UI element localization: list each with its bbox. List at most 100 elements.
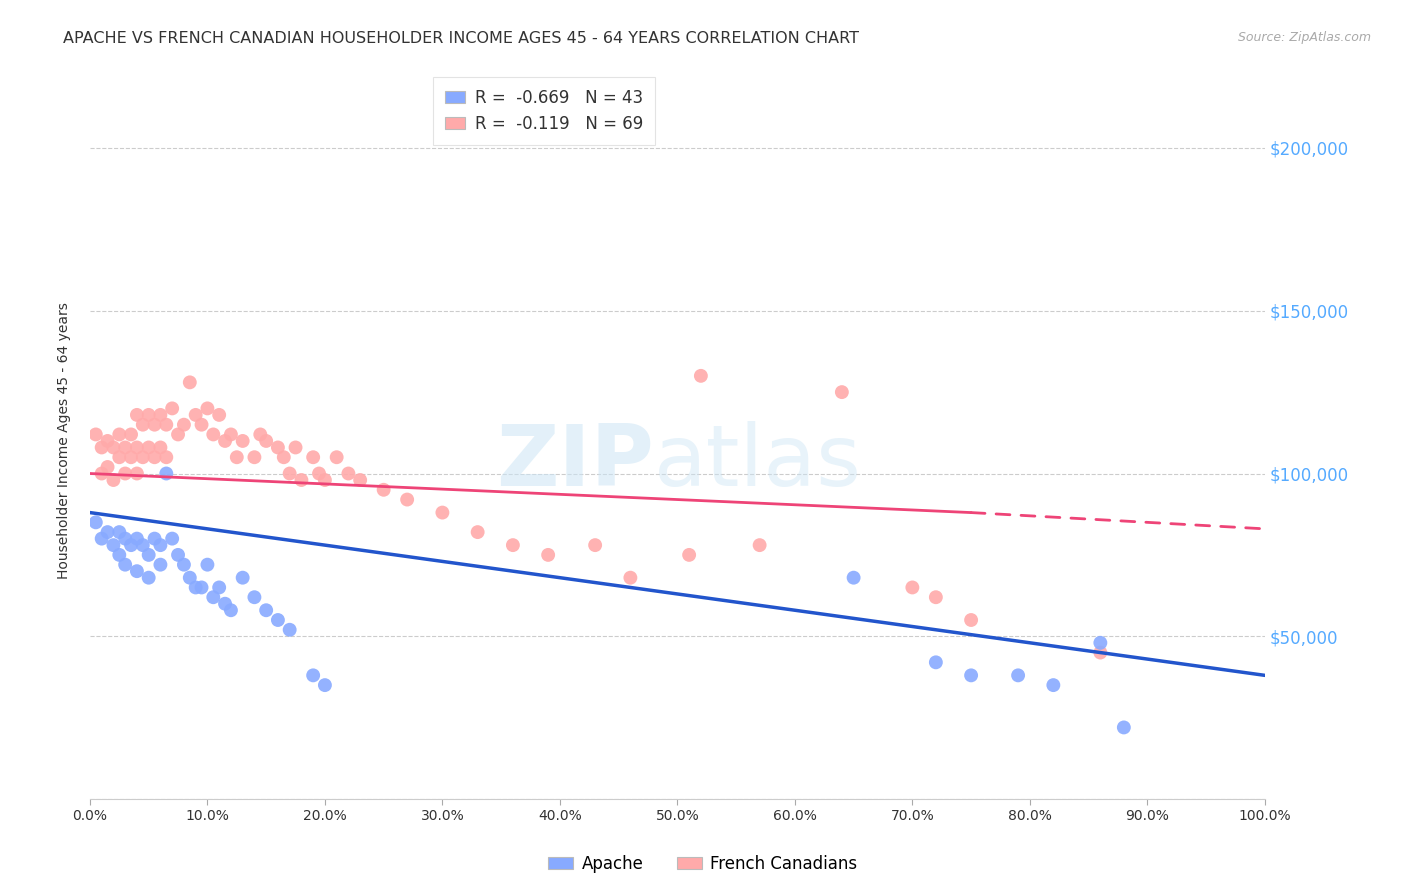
Point: [125, 467, 148, 481]
Point: [254, 434, 277, 448]
Point: [214, 434, 236, 448]
Point: [114, 558, 136, 572]
Point: [90, 441, 112, 455]
Point: [114, 532, 136, 546]
Point: [108, 427, 131, 442]
Point: [314, 678, 336, 692]
Point: [249, 427, 271, 442]
Point: [138, 441, 160, 455]
Point: [373, 483, 395, 497]
Point: [173, 558, 195, 572]
Point: [125, 532, 148, 546]
Point: [583, 538, 606, 552]
Point: [149, 558, 172, 572]
Point: [155, 417, 177, 432]
Point: [396, 492, 419, 507]
Point: [103, 441, 125, 455]
Point: [143, 417, 166, 432]
Point: [120, 427, 142, 442]
Point: [925, 591, 948, 605]
Point: [278, 623, 301, 637]
Point: [96, 525, 118, 540]
Point: [114, 467, 136, 481]
Point: [114, 441, 136, 455]
Point: [90, 467, 112, 481]
Point: [337, 467, 360, 481]
Point: [267, 441, 290, 455]
Point: [1007, 668, 1029, 682]
Point: [831, 385, 853, 400]
Point: [925, 656, 948, 670]
Point: [108, 450, 131, 465]
Point: [1090, 646, 1112, 660]
Point: [120, 538, 142, 552]
Point: [149, 408, 172, 422]
Point: [149, 441, 172, 455]
Point: [1090, 636, 1112, 650]
Point: [160, 401, 183, 416]
Point: [143, 532, 166, 546]
Point: [202, 591, 225, 605]
Point: [308, 467, 330, 481]
Point: [208, 581, 231, 595]
Point: [689, 368, 711, 383]
Point: [232, 571, 254, 585]
Point: [314, 473, 336, 487]
Point: [125, 564, 148, 578]
Point: [290, 473, 312, 487]
Point: [202, 427, 225, 442]
Point: [132, 417, 155, 432]
Point: [225, 450, 247, 465]
Point: [197, 401, 219, 416]
Point: [208, 408, 231, 422]
Point: [349, 473, 371, 487]
Point: [179, 571, 201, 585]
Point: [103, 538, 125, 552]
Legend: R =  -0.669   N = 43, R =  -0.119   N = 69: R = -0.669 N = 43, R = -0.119 N = 69: [433, 77, 655, 145]
Point: [138, 408, 160, 422]
Point: [960, 613, 983, 627]
Point: [619, 571, 641, 585]
Point: [842, 571, 865, 585]
Point: [302, 450, 325, 465]
Point: [125, 408, 148, 422]
Point: [155, 467, 177, 481]
Point: [173, 417, 195, 432]
Point: [190, 417, 212, 432]
Text: Source: ZipAtlas.com: Source: ZipAtlas.com: [1237, 31, 1371, 45]
Point: [219, 427, 242, 442]
Point: [155, 450, 177, 465]
Point: [1112, 721, 1135, 735]
Point: [190, 581, 212, 595]
Point: [184, 408, 207, 422]
Point: [179, 376, 201, 390]
Point: [125, 441, 148, 455]
Point: [108, 525, 131, 540]
Point: [132, 538, 155, 552]
Point: [167, 427, 190, 442]
Point: [96, 460, 118, 475]
Text: ZIP: ZIP: [496, 421, 654, 504]
Text: APACHE VS FRENCH CANADIAN HOUSEHOLDER INCOME AGES 45 - 64 YEARS CORRELATION CHAR: APACHE VS FRENCH CANADIAN HOUSEHOLDER IN…: [63, 31, 859, 46]
Point: [537, 548, 560, 562]
Point: [678, 548, 700, 562]
Point: [143, 450, 166, 465]
Point: [273, 450, 295, 465]
Point: [278, 467, 301, 481]
Point: [284, 441, 307, 455]
Point: [138, 548, 160, 562]
Point: [302, 668, 325, 682]
Point: [90, 532, 112, 546]
Point: [219, 603, 242, 617]
Point: [167, 548, 190, 562]
Point: [325, 450, 347, 465]
Y-axis label: Householder Income Ages 45 - 64 years: Householder Income Ages 45 - 64 years: [58, 302, 72, 580]
Point: [267, 613, 290, 627]
Point: [138, 571, 160, 585]
Point: [120, 450, 142, 465]
Point: [149, 538, 172, 552]
Point: [254, 603, 277, 617]
Point: [84, 427, 107, 442]
Point: [432, 506, 454, 520]
Point: [214, 597, 236, 611]
